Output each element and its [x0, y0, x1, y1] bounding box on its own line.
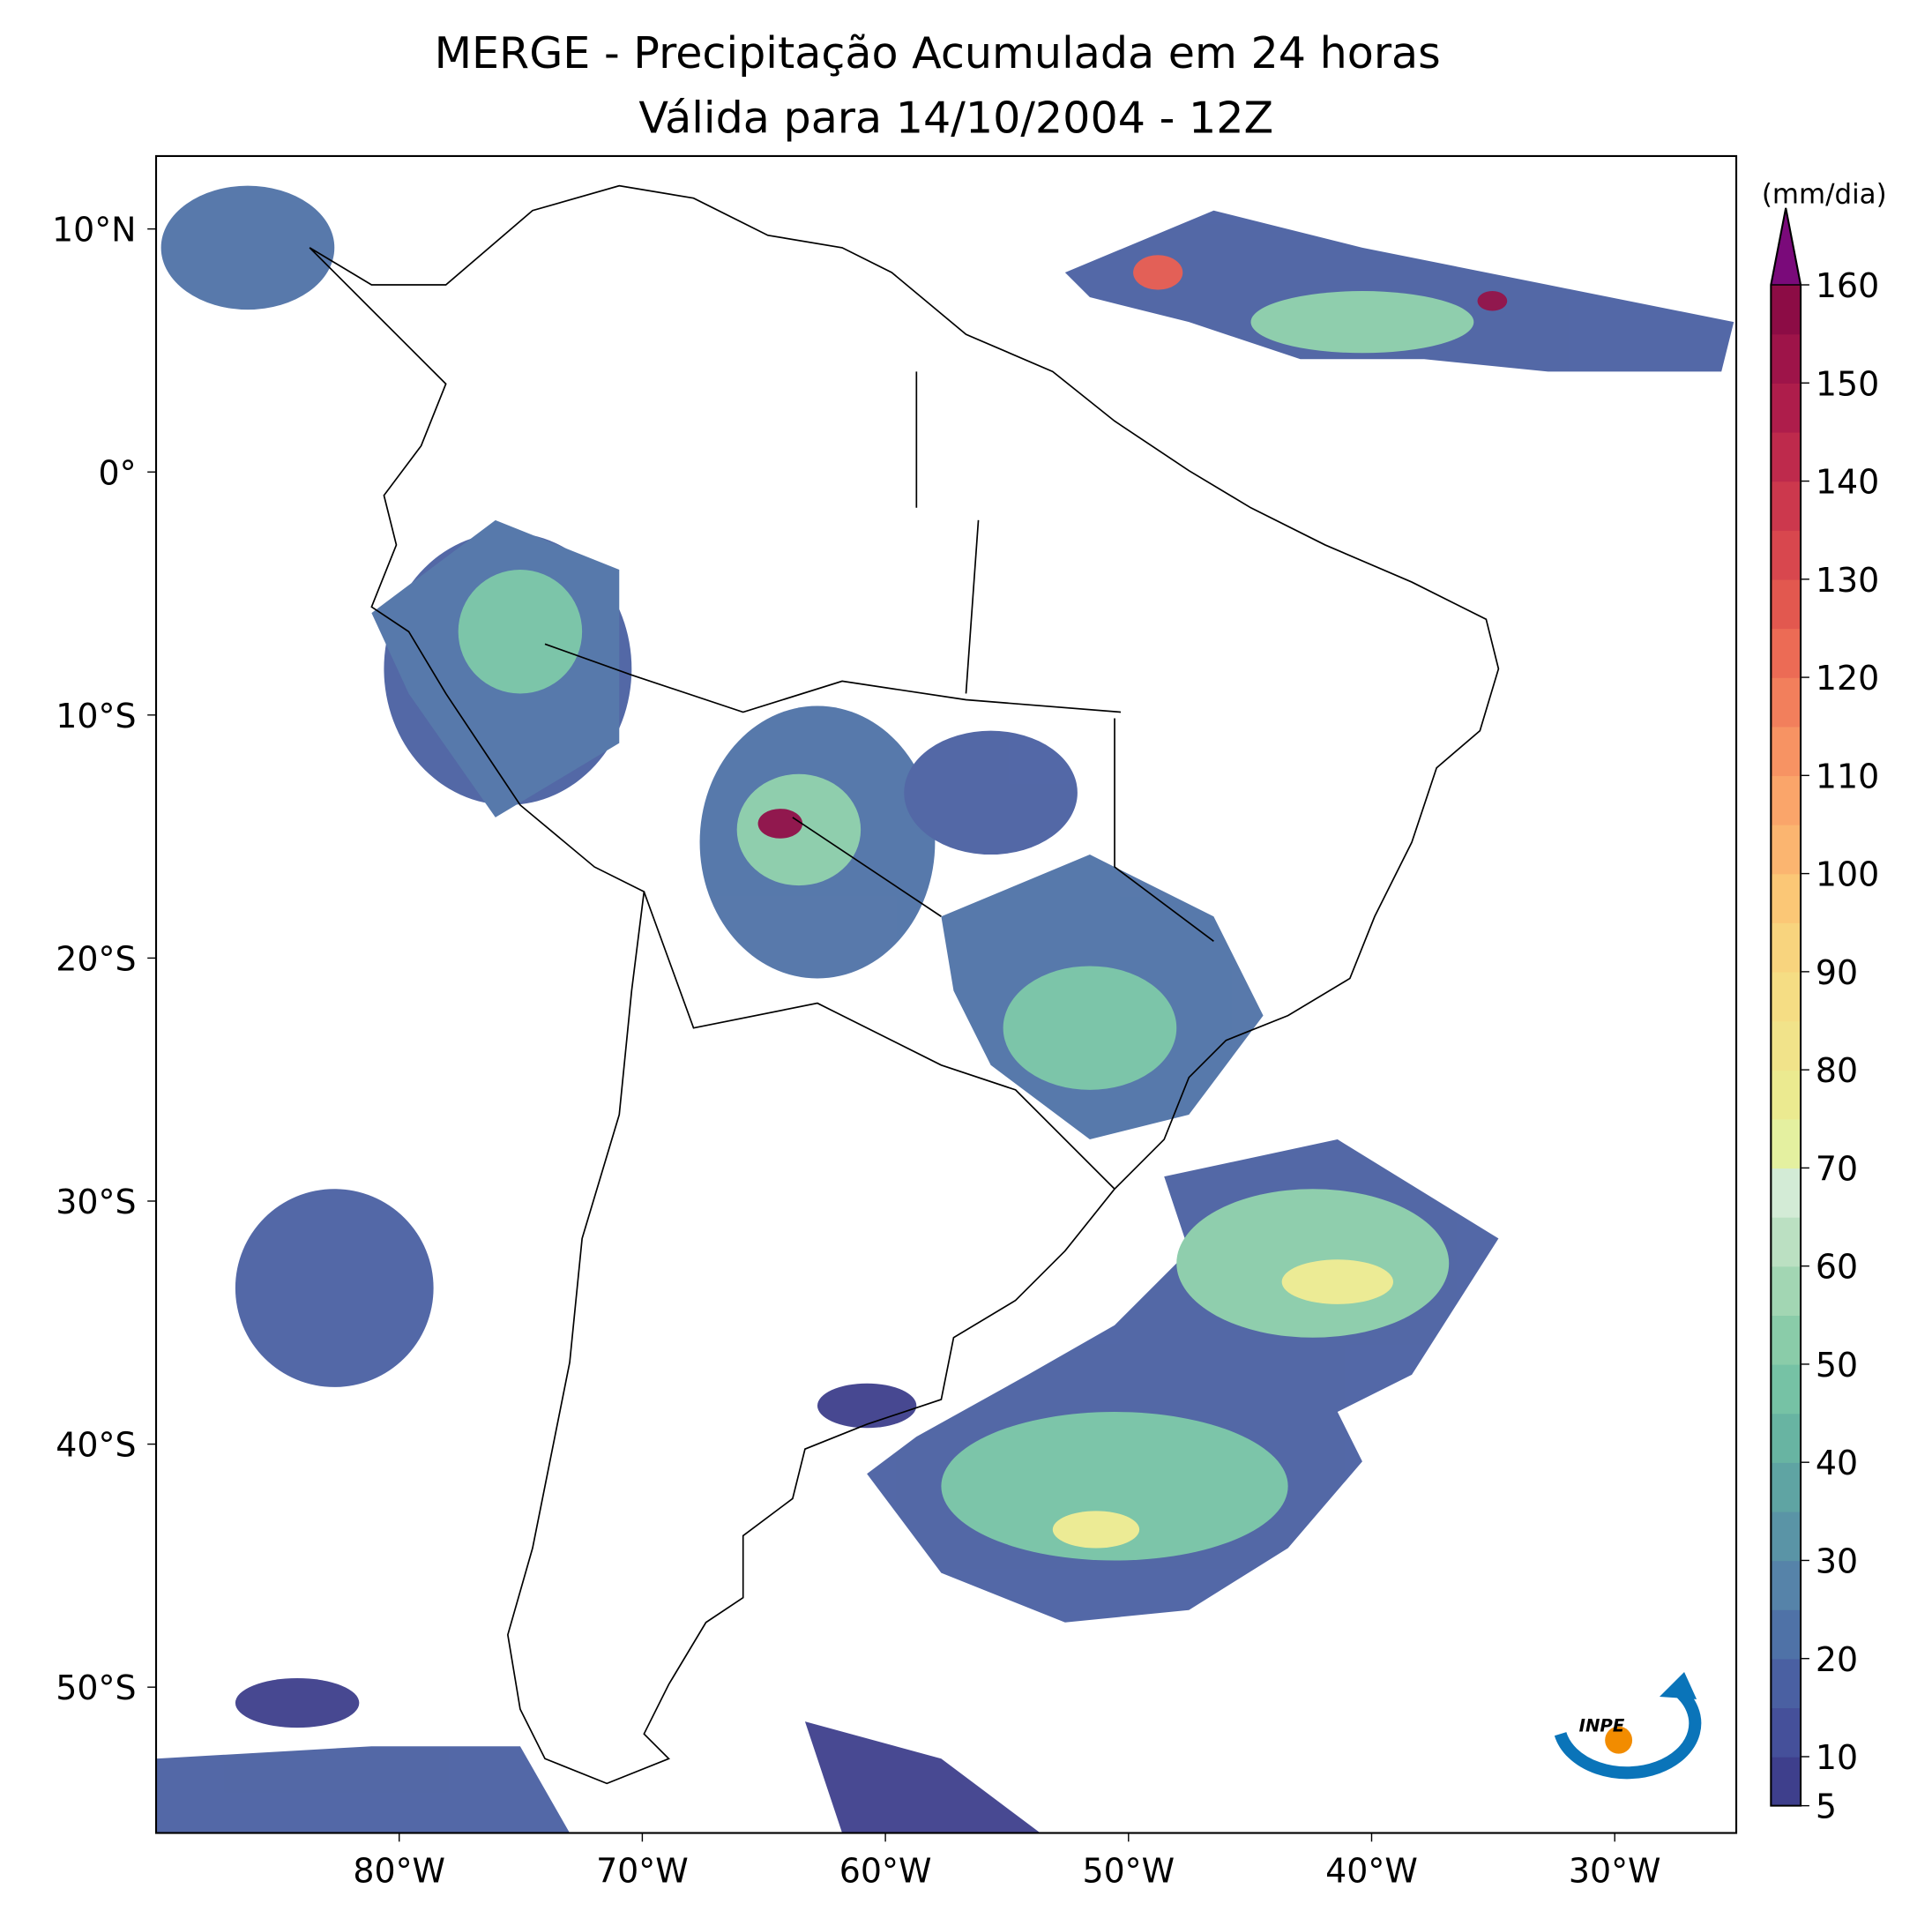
x-tick-label: 30°W	[1569, 1852, 1661, 1891]
precip-area	[235, 1189, 434, 1387]
colorbar-tick-label: 70	[1816, 1149, 1858, 1188]
logo-dot	[1605, 1726, 1633, 1754]
precip-area	[1250, 291, 1474, 354]
logo-swoosh	[1554, 1685, 1702, 1780]
colorbar-band	[1771, 1462, 1801, 1512]
precip-area	[1281, 1259, 1394, 1304]
precip-area	[235, 1677, 360, 1728]
colorbar-band	[1771, 1265, 1801, 1317]
colorbar-band	[1771, 1658, 1801, 1709]
colorbar-band	[1771, 530, 1801, 580]
colorbar-band	[1771, 1315, 1801, 1365]
y-tick-label: 0°	[98, 453, 136, 492]
colorbar-tick-label: 80	[1816, 1051, 1858, 1090]
colorbar-tick-label: 60	[1816, 1248, 1858, 1287]
colorbar-band	[1771, 824, 1801, 875]
colorbar-tick-label: 90	[1816, 953, 1858, 992]
colorbar-band	[1771, 1070, 1801, 1120]
colorbar-band	[1771, 1707, 1801, 1758]
colorbar-extend	[1770, 207, 1801, 286]
precip-area	[160, 185, 335, 310]
x-tick-label: 50°W	[1082, 1852, 1175, 1891]
colorbar-tick-label: 110	[1816, 757, 1879, 795]
title: MERGE - Precipitação Acumulada em 24 hor…	[435, 27, 1441, 78]
colorbar-band	[1771, 481, 1801, 531]
colorbar-band	[1771, 726, 1801, 777]
colorbar-band	[1771, 922, 1801, 973]
colorbar-tick-label: 140	[1816, 463, 1879, 502]
precip-area	[757, 809, 803, 839]
y-tick-label: 30°S	[56, 1183, 136, 1221]
x-tick-label: 80°W	[353, 1852, 445, 1891]
precipitation	[156, 185, 1734, 1833]
colorbar-tick-label: 20	[1816, 1640, 1858, 1679]
y-tick-label: 50°S	[56, 1668, 136, 1707]
colorbar-tick-label: 40	[1816, 1444, 1858, 1482]
colorbar-tick-label: 30	[1816, 1542, 1858, 1581]
precip-area	[156, 1746, 571, 1833]
colorbar-band	[1771, 1609, 1801, 1660]
colorbar-band	[1771, 1118, 1801, 1169]
colorbar-label: (mm/dia)	[1762, 178, 1887, 210]
colorbar-tick-label: 150	[1816, 364, 1879, 403]
colorbar-band	[1771, 873, 1801, 923]
x-tick-label: 60°W	[839, 1852, 932, 1891]
precip-area	[1064, 210, 1734, 372]
colorbar-band	[1771, 1363, 1801, 1415]
inpe-logo: INPE	[1554, 1671, 1702, 1780]
colorbar-tick-label: 10	[1816, 1738, 1858, 1777]
colorbar-band	[1771, 1020, 1801, 1071]
coastline	[309, 184, 1500, 1785]
subtitle: Válida para 14/10/2004 - 12Z	[638, 92, 1273, 143]
colorbar-band	[1771, 431, 1801, 482]
precip-area	[1003, 966, 1177, 1090]
x-tick-label: 40°W	[1325, 1852, 1418, 1891]
precip-area	[941, 1412, 1288, 1561]
colorbar-band	[1771, 1168, 1801, 1218]
precip-area	[1477, 291, 1508, 311]
colorbar-band	[1771, 628, 1801, 678]
colorbar-band	[1771, 1413, 1801, 1463]
colorbar-band	[1771, 775, 1801, 825]
colorbar-band	[1771, 1217, 1801, 1267]
colorbar-band	[1771, 1511, 1801, 1562]
colorbar-tick-label: 100	[1816, 855, 1879, 894]
colorbar-outline	[1770, 207, 1802, 1807]
colorbar-tick-label: 160	[1816, 266, 1879, 305]
colorbar-band	[1771, 333, 1801, 384]
precip-area	[904, 730, 1078, 855]
x-tick-label: 70°W	[596, 1852, 689, 1891]
y-tick-label: 10°N	[52, 211, 137, 250]
logo-arrow	[1659, 1671, 1697, 1699]
colorbar-band	[1771, 971, 1801, 1022]
y-tick-label: 40°S	[56, 1426, 136, 1465]
border	[544, 371, 1214, 1190]
precip-area	[1133, 255, 1183, 290]
colorbar-band	[1771, 285, 1801, 335]
colorbar-band	[1771, 383, 1801, 433]
colorbar-tick-label: 50	[1816, 1346, 1858, 1385]
y-tick-label: 20°S	[56, 939, 136, 978]
precip-area	[1052, 1511, 1140, 1549]
map-frame	[154, 154, 1738, 1834]
colorbar-tick-label: 120	[1816, 659, 1879, 698]
colorbar-tick-label: 5	[1816, 1788, 1837, 1826]
colorbar-band	[1771, 1756, 1801, 1807]
y-tick-label: 10°S	[56, 697, 136, 735]
precip-area	[458, 570, 583, 694]
colorbar-band	[1771, 1560, 1801, 1610]
colorbar-band	[1771, 579, 1801, 630]
colorbar-band	[1771, 677, 1801, 728]
colorbar-tick-label: 130	[1816, 561, 1879, 600]
logo-text: INPE	[1579, 1715, 1625, 1736]
precip-area	[817, 1383, 917, 1429]
map-area: INPE	[156, 184, 1734, 1833]
precip-area	[804, 1721, 1041, 1833]
